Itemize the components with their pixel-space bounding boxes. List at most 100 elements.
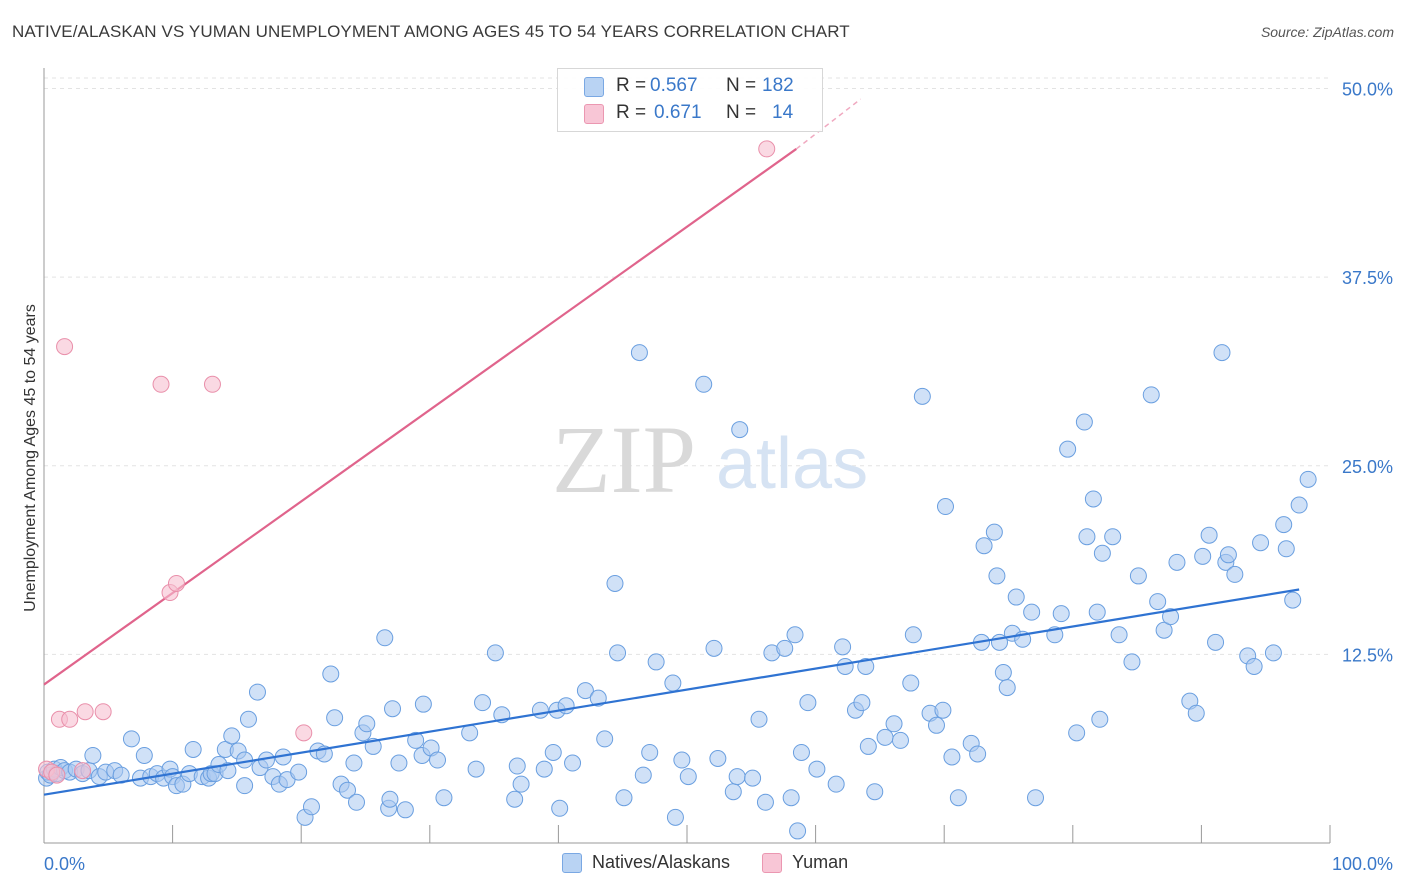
natives-point [647,653,665,671]
x-tick-label: 100.0% [1332,854,1393,874]
natives-point [414,695,432,713]
natives-point [606,574,624,592]
natives-point [1213,344,1231,362]
natives-point [84,746,102,764]
natives-point [381,790,399,808]
yuman-point [56,338,74,356]
stats-n-value-pink: 14 [772,102,794,123]
natives-point [834,638,852,656]
natives-point [1052,605,1070,623]
natives-point [1075,413,1093,431]
stats-n-value-blue: 182 [762,75,794,96]
natives-trend-line [43,588,1300,796]
yuman-point [48,766,66,784]
natives-point [1168,553,1186,571]
natives-point [384,700,402,718]
natives-point [347,793,365,811]
natives-point [135,746,153,764]
natives-point [564,754,582,772]
yuman-point [152,375,170,393]
natives-point [1023,603,1041,621]
natives-point [641,743,659,761]
natives-point [1187,704,1205,722]
yuman-point [167,574,185,592]
natives-point [376,629,394,647]
natives-point [551,799,569,817]
natives-point [994,663,1012,681]
natives-point [891,731,909,749]
natives-point [1275,516,1293,534]
natives-point [705,639,723,657]
natives-point [949,789,967,807]
natives-point [776,639,794,657]
stats-r-value-pink: 0.671 [654,102,702,123]
natives-point [673,751,691,769]
natives-point [985,523,1003,541]
yuman-point [94,703,112,721]
natives-point [792,743,810,761]
natives-point [1059,440,1077,458]
stats-r-value-blue: 0.567 [650,75,698,96]
y-tick-labels: 12.5% 25.0% 37.5% 50.0% [1342,80,1393,666]
natives-point [508,757,526,775]
natives-point [1252,534,1270,552]
natives-point [407,731,425,749]
natives-point [885,715,903,733]
natives-point [535,760,553,778]
natives-point [390,754,408,772]
natives-point [1007,588,1025,606]
legend-swatch-blue [562,852,582,873]
natives-point [1200,526,1218,544]
natives-point [988,567,1006,585]
natives-point [1162,608,1180,626]
natives-point [695,375,713,393]
natives-point [836,657,854,675]
natives-trend-segment [43,588,1300,796]
natives-point [679,768,697,786]
natives-point [1155,621,1173,639]
natives-point [1110,626,1128,644]
natives-point [396,801,414,819]
yuman-point [295,724,313,742]
natives-point [1264,644,1282,662]
legend-item-natives[interactable]: Natives/Alaskans [562,852,730,873]
natives-point [576,682,594,700]
natives-point [1290,496,1308,514]
natives-point [666,808,684,826]
watermark: ZIP atlas [552,406,868,513]
legend-item-yuman[interactable]: Yuman [762,852,848,873]
natives-point [1068,724,1086,742]
natives-point [786,626,804,644]
natives-point [728,768,746,786]
natives-point [290,763,308,781]
natives-point [1123,653,1141,671]
natives-point [1277,540,1295,558]
natives-point [756,793,774,811]
natives-point [744,769,762,787]
yuman-point [203,375,221,393]
natives-point [664,674,682,692]
natives-point [634,766,652,784]
natives-point [1091,710,1109,728]
stats-swatch-blue [584,77,604,97]
natives-point [248,683,266,701]
natives-point [122,730,140,748]
natives-point [709,750,727,768]
yuman-trend-extension [795,98,862,150]
chart-title: NATIVE/ALASKAN VS YUMAN UNEMPLOYMENT AMO… [12,22,850,41]
natives-point [936,498,954,516]
natives-point [609,644,627,662]
natives-point [223,727,241,745]
natives-point [1104,528,1122,546]
natives-point [184,740,202,758]
legend-swatch-pink [762,852,783,873]
natives-point [474,694,492,712]
natives-point [902,674,920,692]
natives-point [827,775,845,793]
natives-point [1027,789,1045,807]
y-tick-label: 50.0% [1342,80,1393,100]
natives-point [789,822,807,840]
natives-point [486,644,504,662]
natives-point [461,724,479,742]
